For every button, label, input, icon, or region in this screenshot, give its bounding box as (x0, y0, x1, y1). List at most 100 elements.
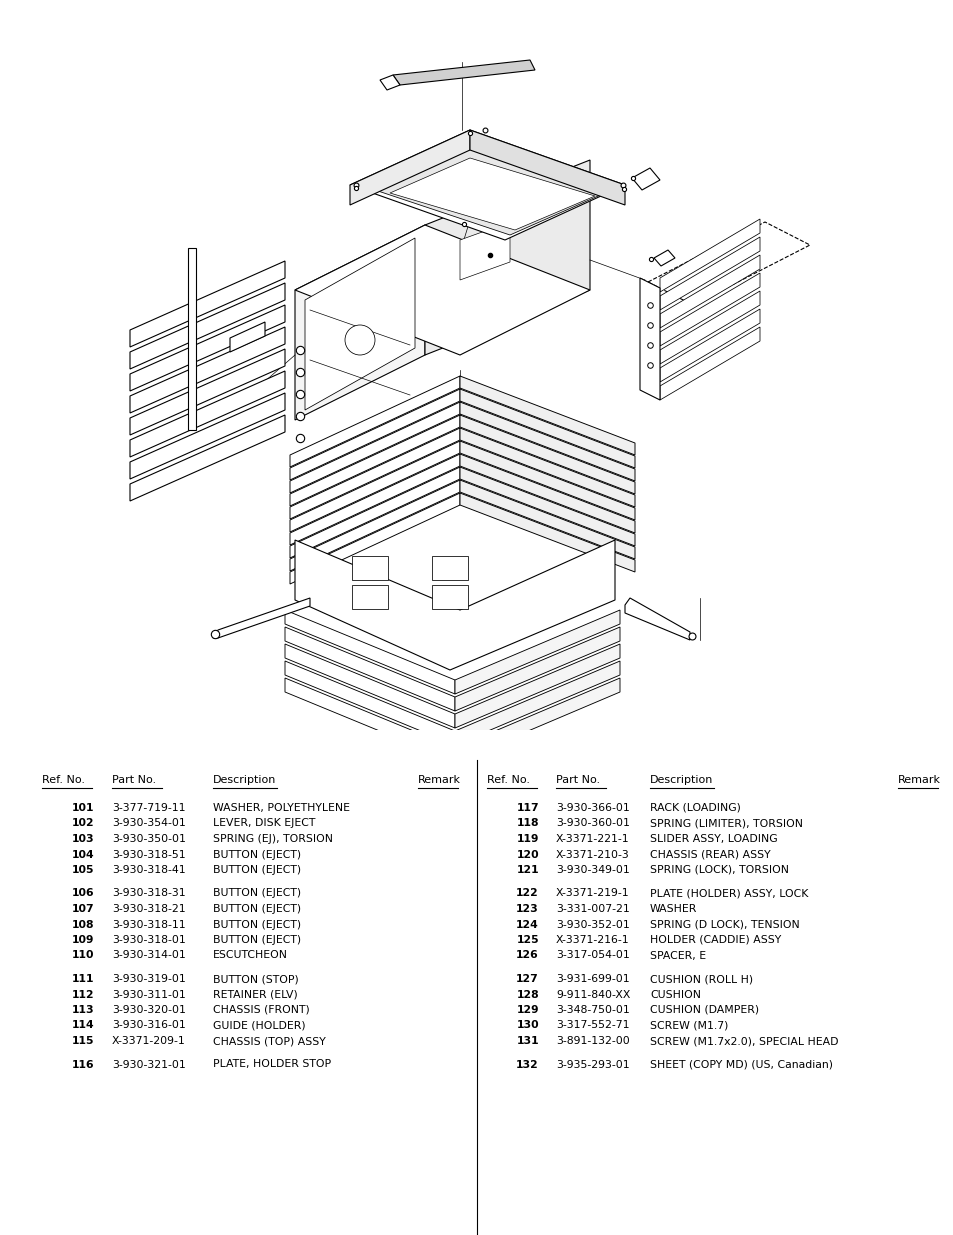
Polygon shape (294, 225, 424, 420)
Text: 111: 111 (71, 974, 94, 984)
Polygon shape (290, 454, 459, 545)
Text: WASHER, POLYETHYLENE: WASHER, POLYETHYLENE (213, 803, 350, 813)
Polygon shape (285, 661, 455, 745)
Polygon shape (285, 643, 455, 727)
Polygon shape (459, 467, 635, 546)
Circle shape (345, 325, 375, 354)
Polygon shape (290, 467, 459, 558)
Polygon shape (290, 403, 459, 493)
Text: 3-930-321-01: 3-930-321-01 (112, 1060, 186, 1070)
Text: SHEET (COPY MD) (US, Canadian): SHEET (COPY MD) (US, Canadian) (649, 1060, 832, 1070)
Text: BUTTON (EJECT): BUTTON (EJECT) (213, 864, 301, 876)
Polygon shape (375, 148, 604, 235)
Polygon shape (130, 415, 285, 501)
Polygon shape (379, 75, 399, 90)
Text: 3-930-318-21: 3-930-318-21 (112, 904, 186, 914)
Text: CUSHION: CUSHION (649, 989, 700, 999)
Polygon shape (305, 238, 415, 410)
Polygon shape (631, 168, 659, 190)
Text: Description: Description (213, 776, 276, 785)
Text: SLIDER ASSY, LOADING: SLIDER ASSY, LOADING (649, 834, 777, 844)
Polygon shape (130, 305, 285, 391)
Polygon shape (294, 540, 615, 671)
Text: RACK (LOADING): RACK (LOADING) (649, 803, 740, 813)
Text: 3-891-132-00: 3-891-132-00 (556, 1036, 629, 1046)
Text: WASHER: WASHER (649, 904, 697, 914)
Text: Ref. No.: Ref. No. (42, 776, 85, 785)
Text: 3-930-318-11: 3-930-318-11 (112, 920, 186, 930)
Polygon shape (459, 480, 635, 559)
Text: 132: 132 (516, 1060, 538, 1070)
Polygon shape (188, 248, 195, 430)
Text: 110: 110 (71, 951, 94, 961)
Text: 3-930-320-01: 3-930-320-01 (112, 1005, 186, 1015)
Text: SPACER, E: SPACER, E (649, 951, 705, 961)
Polygon shape (455, 627, 619, 711)
Text: X-3371-210-3: X-3371-210-3 (556, 850, 629, 860)
Text: 3-930-318-51: 3-930-318-51 (112, 850, 186, 860)
Text: 109: 109 (71, 935, 94, 945)
Polygon shape (130, 350, 285, 435)
Text: 3-331-007-21: 3-331-007-21 (556, 904, 629, 914)
Polygon shape (130, 327, 285, 412)
Text: X-3371-216-1: X-3371-216-1 (556, 935, 629, 945)
Text: CHASSIS (TOP) ASSY: CHASSIS (TOP) ASSY (213, 1036, 325, 1046)
Polygon shape (455, 643, 619, 727)
Text: 126: 126 (516, 951, 538, 961)
Text: 3-317-054-01: 3-317-054-01 (556, 951, 629, 961)
Polygon shape (432, 585, 468, 609)
Text: BUTTON (EJECT): BUTTON (EJECT) (213, 935, 301, 945)
Polygon shape (659, 237, 760, 310)
Polygon shape (459, 222, 510, 280)
Text: 3-935-293-01: 3-935-293-01 (556, 1060, 629, 1070)
Text: 119: 119 (516, 834, 538, 844)
Text: 3-930-352-01: 3-930-352-01 (556, 920, 629, 930)
Polygon shape (285, 678, 455, 762)
Text: 3-930-319-01: 3-930-319-01 (112, 974, 186, 984)
Text: BUTTON (EJECT): BUTTON (EJECT) (213, 888, 301, 899)
Text: 3-930-318-31: 3-930-318-31 (112, 888, 186, 899)
Text: GUIDE (HOLDER): GUIDE (HOLDER) (213, 1020, 305, 1030)
Text: 130: 130 (516, 1020, 538, 1030)
Text: 118: 118 (516, 819, 538, 829)
Polygon shape (424, 161, 589, 354)
Text: 3-930-350-01: 3-930-350-01 (112, 834, 186, 844)
Polygon shape (459, 493, 635, 572)
Text: SPRING (D LOCK), TENSION: SPRING (D LOCK), TENSION (649, 920, 799, 930)
Text: 3-930-316-01: 3-930-316-01 (112, 1020, 186, 1030)
Text: 127: 127 (516, 974, 538, 984)
Text: SPRING (LOCK), TORSION: SPRING (LOCK), TORSION (649, 864, 788, 876)
Text: 3-930-314-01: 3-930-314-01 (112, 951, 186, 961)
Text: 131: 131 (516, 1036, 538, 1046)
Text: CUSHION (DAMPER): CUSHION (DAMPER) (649, 1005, 759, 1015)
Text: BUTTON (EJECT): BUTTON (EJECT) (213, 904, 301, 914)
Text: Remark: Remark (897, 776, 940, 785)
Polygon shape (390, 158, 595, 230)
Polygon shape (290, 429, 459, 519)
Polygon shape (130, 283, 285, 369)
Text: 106: 106 (71, 888, 94, 899)
Polygon shape (659, 309, 760, 382)
Text: PLATE (HOLDER) ASSY, LOCK: PLATE (HOLDER) ASSY, LOCK (649, 888, 807, 899)
Text: 3-930-354-01: 3-930-354-01 (112, 819, 186, 829)
Text: 129: 129 (516, 1005, 538, 1015)
Text: 102: 102 (71, 819, 94, 829)
Polygon shape (350, 130, 624, 240)
Text: BUTTON (EJECT): BUTTON (EJECT) (213, 850, 301, 860)
Polygon shape (455, 610, 619, 694)
Text: ESCUTCHEON: ESCUTCHEON (213, 951, 288, 961)
Polygon shape (290, 375, 459, 467)
Text: Remark: Remark (417, 776, 460, 785)
Polygon shape (624, 598, 689, 640)
Text: 3-930-311-01: 3-930-311-01 (112, 989, 186, 999)
Polygon shape (393, 61, 535, 85)
Text: X-3371-221-1: X-3371-221-1 (556, 834, 629, 844)
Text: 3-930-366-01: 3-930-366-01 (556, 803, 629, 813)
Text: SCREW (M1.7): SCREW (M1.7) (649, 1020, 727, 1030)
Text: SPRING (LIMITER), TORSION: SPRING (LIMITER), TORSION (649, 819, 802, 829)
Polygon shape (459, 375, 635, 454)
Text: 117: 117 (516, 803, 538, 813)
Polygon shape (294, 225, 589, 354)
Polygon shape (459, 429, 635, 508)
Text: X-3371-219-1: X-3371-219-1 (556, 888, 629, 899)
